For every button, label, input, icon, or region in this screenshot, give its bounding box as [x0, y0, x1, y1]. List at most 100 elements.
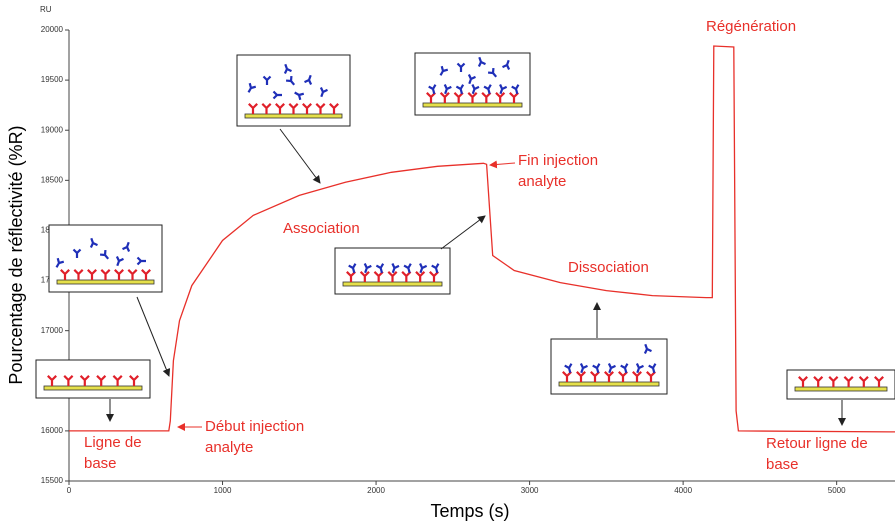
- antibody: [99, 249, 110, 260]
- antibody-shape: [348, 263, 357, 274]
- antibody-shape: [499, 84, 508, 95]
- insets: [35, 52, 895, 400]
- antibody-shape: [495, 92, 506, 103]
- inset: [550, 338, 668, 395]
- antibody: [60, 269, 70, 280]
- antibody-shape: [635, 363, 644, 374]
- y-tick-label: 20000: [41, 25, 64, 34]
- antibody: [477, 56, 486, 67]
- antibody: [275, 103, 285, 114]
- antibody: [261, 103, 272, 114]
- antibody: [87, 269, 97, 280]
- antibody: [564, 363, 573, 374]
- y-tick-label: 19500: [41, 75, 64, 84]
- antibody: [112, 375, 123, 386]
- antibody-shape: [403, 263, 412, 274]
- antibody: [294, 91, 305, 101]
- antibody-shape: [456, 62, 466, 72]
- inset: [334, 247, 451, 295]
- antibody: [858, 376, 869, 387]
- antibody-shape: [89, 237, 98, 248]
- annotation: Ligne de: [84, 434, 142, 451]
- antibody-shape: [47, 375, 57, 386]
- antibody: [391, 263, 400, 274]
- antibody-shape: [874, 376, 884, 387]
- antibody-shape: [141, 269, 151, 280]
- antibody-shape: [443, 84, 452, 95]
- antibody: [304, 74, 313, 85]
- y-tick-label: 15500: [41, 476, 64, 485]
- antibody-shape: [828, 376, 839, 387]
- antibody: [439, 92, 450, 103]
- antibody-shape: [96, 375, 107, 386]
- x-axis-title: Temps (s): [430, 501, 509, 521]
- antibody-shape: [387, 271, 398, 282]
- antibody-shape: [813, 376, 824, 387]
- antibody: [511, 84, 520, 95]
- antibody: [843, 376, 854, 387]
- antibody: [798, 376, 808, 387]
- arrow: [136, 296, 171, 377]
- antibody-shape: [375, 263, 385, 274]
- antibody: [428, 84, 437, 95]
- inset: [786, 369, 895, 400]
- y-tick-label: 16000: [41, 426, 64, 435]
- x-tick-label: 5000: [828, 486, 846, 495]
- antibody: [648, 363, 657, 374]
- annotation: analyte: [518, 173, 566, 190]
- antibody: [874, 376, 884, 387]
- antibody: [329, 103, 339, 114]
- antibody-shape: [391, 263, 400, 274]
- antibody: [579, 363, 588, 374]
- antibody: [73, 269, 84, 280]
- antibody: [635, 363, 644, 374]
- x-tick-label: 2000: [367, 486, 385, 495]
- antibody-shape: [431, 263, 440, 274]
- antibody-shape: [329, 103, 339, 114]
- antibody-shape: [467, 92, 478, 103]
- annotation: Fin injection: [518, 152, 598, 169]
- antibody-shape: [272, 90, 282, 100]
- sensor-surface: [794, 386, 888, 392]
- antibody: [499, 84, 508, 95]
- antibody: [387, 271, 398, 282]
- antibody: [419, 263, 428, 274]
- antibody: [607, 363, 616, 374]
- sensor-surface: [558, 381, 660, 387]
- antibody-shape: [247, 82, 257, 93]
- antibody-shape: [73, 269, 84, 280]
- antibody: [247, 82, 257, 93]
- antibody-shape: [261, 103, 272, 114]
- annotation: base: [84, 455, 117, 472]
- antibody-shape: [487, 67, 498, 78]
- inset-frame: [35, 359, 151, 399]
- antibody-shape: [798, 376, 808, 387]
- antibody-shape: [55, 257, 65, 268]
- annotation: Dissociation: [568, 259, 649, 276]
- antibody-shape: [302, 103, 312, 114]
- antibody-shape: [477, 56, 486, 67]
- antibody: [141, 269, 151, 280]
- annotation: Régénération: [706, 18, 796, 35]
- antibody-shape: [648, 363, 657, 374]
- antibody: [443, 84, 452, 95]
- antibody: [487, 67, 498, 78]
- antibody: [363, 263, 372, 274]
- antibody-shape: [620, 363, 629, 374]
- antibody-shape: [99, 249, 110, 260]
- annotation: Association: [283, 220, 360, 237]
- antibody-shape: [592, 363, 601, 374]
- antibody-shape: [87, 269, 97, 280]
- antibody: [415, 271, 426, 282]
- antibody: [467, 92, 478, 103]
- antibody-shape: [114, 269, 124, 280]
- antibody-shape: [607, 363, 616, 374]
- antibody: [431, 263, 440, 274]
- antibody: [283, 63, 292, 74]
- y-tick-label: 18500: [41, 175, 64, 184]
- antibody-shape: [843, 376, 854, 387]
- antibody-shape: [579, 363, 588, 374]
- antibody-shape: [643, 343, 652, 354]
- antibody: [115, 256, 124, 267]
- antibody: [285, 75, 296, 86]
